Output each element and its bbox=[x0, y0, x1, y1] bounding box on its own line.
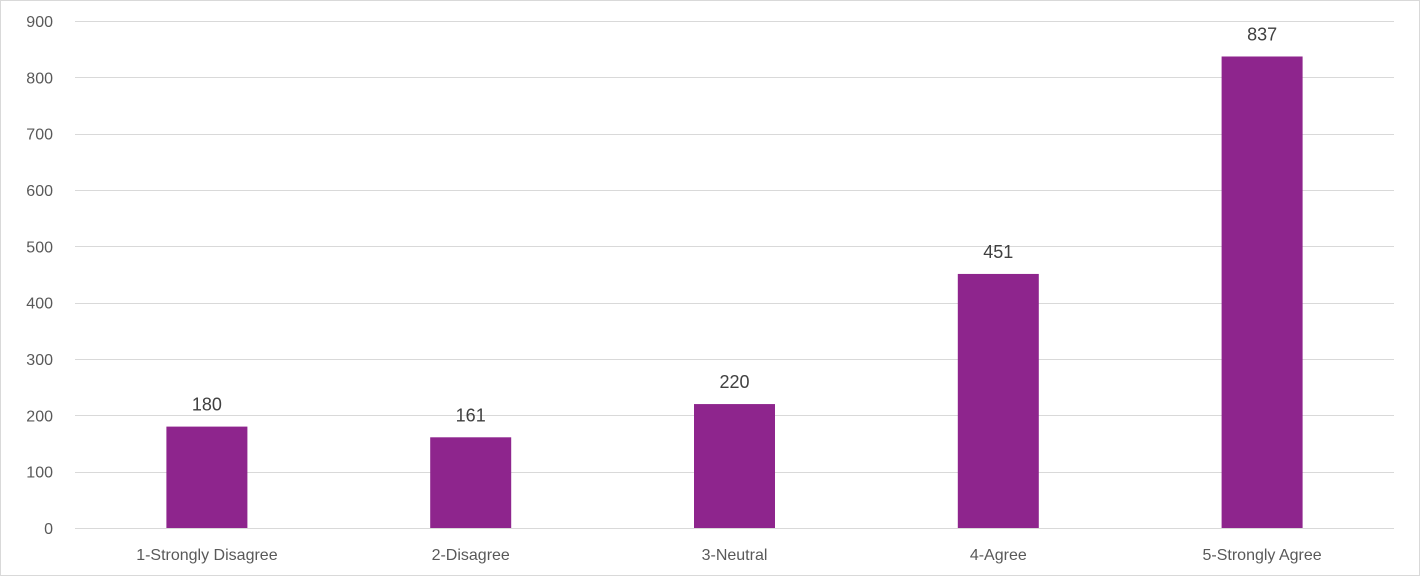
y-tick-label: 600 bbox=[26, 183, 53, 200]
y-tick-label: 700 bbox=[26, 127, 53, 144]
x-tick-label: 5-Strongly Agree bbox=[1203, 547, 1322, 564]
x-axis-ticks: 1-Strongly Disagree 2-Disagree 3-Neutral 4-… bbox=[136, 547, 1322, 564]
data-label: 451 bbox=[983, 242, 1013, 262]
y-tick-label: 100 bbox=[26, 465, 53, 482]
data-label: 161 bbox=[456, 405, 486, 425]
data-label: 837 bbox=[1247, 24, 1277, 44]
y-tick-label: 300 bbox=[26, 352, 53, 369]
x-tick-label: 2-Disagree bbox=[432, 547, 510, 564]
bar bbox=[1221, 56, 1303, 529]
y-tick-label: 400 bbox=[26, 296, 53, 313]
data-label: 180 bbox=[192, 395, 222, 415]
y-tick-label: 500 bbox=[26, 239, 53, 256]
bars bbox=[166, 56, 1303, 529]
bar bbox=[957, 273, 1039, 528]
bar bbox=[430, 437, 512, 528]
x-tick-label: 4-Agree bbox=[970, 547, 1027, 564]
bar bbox=[694, 404, 775, 528]
y-tick-label: 800 bbox=[26, 70, 53, 87]
y-tick-label: 0 bbox=[44, 521, 53, 538]
data-label: 220 bbox=[719, 372, 749, 392]
y-axis-ticks: 0 100 200 300 400 500 600 700 800 900 bbox=[26, 14, 53, 538]
y-tick-label: 200 bbox=[26, 408, 53, 425]
data-labels: 180 161 220 451 837 bbox=[192, 24, 1277, 425]
bar bbox=[166, 426, 248, 528]
y-tick-label: 900 bbox=[26, 14, 53, 31]
gridlines bbox=[75, 21, 1394, 529]
x-tick-label: 3-Neutral bbox=[702, 547, 768, 564]
x-tick-label: 1-Strongly Disagree bbox=[136, 547, 278, 564]
